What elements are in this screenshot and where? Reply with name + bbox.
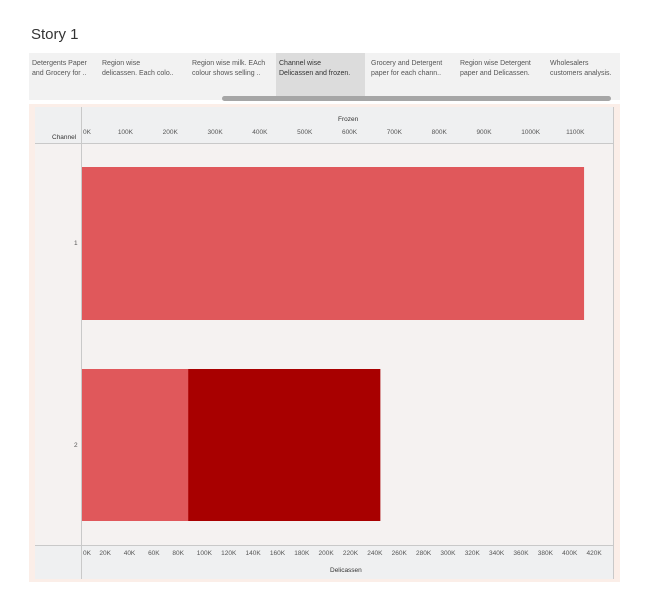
top-axis-tick-label: 1100K — [566, 129, 585, 136]
bottom-axis-tick-label: 400K — [562, 550, 578, 557]
bottom-axis-tick-label: 420K — [586, 550, 602, 557]
story-point-caption-line: Wholesalers — [550, 60, 589, 67]
top-axis-tick-label: 1000K — [521, 129, 541, 136]
bottom-axis-tick-label: 340K — [489, 550, 505, 557]
bar-frozen-channel-2[interactable] — [82, 369, 189, 521]
top-axis-tick-label: 0K — [83, 129, 91, 136]
story-point-5[interactable]: Grocery and Detergent paper for each cha… — [368, 53, 456, 96]
bottom-axis-tick-label: 80K — [172, 550, 184, 557]
bottom-axis-tick-label: 260K — [391, 550, 407, 557]
top-axis-band — [35, 107, 614, 144]
navigator-scrollbar-thumb[interactable] — [222, 96, 611, 101]
bottom-axis-tick-label: 100K — [196, 550, 212, 557]
story-point-caption-line: Region wise — [102, 60, 141, 67]
bottom-axis-tick-label: 320K — [464, 550, 480, 557]
story-point-caption-line: Grocery and Detergent — [371, 60, 443, 67]
top-axis-tick-label: 800K — [431, 129, 447, 136]
bottom-axis-tick-label: 240K — [367, 550, 383, 557]
bottom-axis-tick-label: 380K — [537, 550, 553, 557]
row-label-channel-2: 2 — [74, 442, 78, 449]
story-point-caption-line: and Grocery for .. — [32, 70, 87, 77]
story-navigator: Detergents Paper and Grocery for .. Regi… — [29, 53, 620, 96]
top-axis-divider — [35, 143, 614, 144]
top-axis-tick-label: 900K — [476, 129, 492, 136]
story-point-7[interactable]: Wholesalers customers analysis. — [547, 53, 620, 96]
bottom-axis-tick-label: 160K — [269, 550, 286, 557]
top-axis-tick-label: 100K — [117, 129, 133, 136]
story-point-caption-line: customers analysis. — [550, 70, 612, 77]
story-point-6[interactable]: Region wise Detergent paper and Delicass… — [457, 53, 547, 96]
bottom-axis-tick-label: 300K — [440, 550, 456, 557]
story-point-caption-line: Detergents Paper — [32, 60, 87, 67]
bottom-axis-title: Delicassen — [330, 567, 362, 574]
row-header-title: Channel — [52, 134, 77, 141]
bottom-axis-tick-label: 120K — [221, 550, 237, 557]
top-axis-tick-label: 200K — [162, 129, 178, 136]
top-axis-title: Frozen — [338, 116, 359, 123]
bottom-axis-tick-label: 140K — [245, 550, 261, 557]
story-point-2[interactable]: Region wise delicassen. Each colo.. — [99, 53, 189, 96]
bottom-axis-divider — [35, 545, 614, 546]
bottom-axis-tick-label: 40K — [123, 550, 136, 557]
story-point-caption-line: Delicassen and frozen. — [279, 70, 351, 77]
row-header-divider — [81, 107, 82, 579]
bottom-axis-tick-label: 200K — [318, 550, 334, 557]
bottom-axis-tick-label: 360K — [513, 550, 529, 557]
bottom-axis-tick-label: 60K — [148, 550, 160, 557]
top-axis-tick-label: 700K — [386, 129, 402, 136]
bottom-axis-tick-label: 0K — [83, 550, 91, 557]
top-axis-tick-label: 400K — [252, 129, 268, 136]
story-point-caption-line: delicassen. Each colo.. — [102, 70, 174, 77]
story-point-caption-line: Channel wise — [279, 60, 322, 67]
bottom-axis-tick-label: 220K — [342, 550, 359, 557]
story-point-3[interactable]: Region wise milk. EAch colour shows sell… — [189, 53, 276, 96]
story-title: Story 1 — [31, 26, 79, 43]
top-axis-tick-label: 300K — [207, 129, 223, 136]
bottom-axis-band — [35, 546, 614, 579]
top-axis-tick-label: 600K — [341, 129, 358, 136]
bottom-axis-tick-label: 280K — [415, 550, 432, 557]
bottom-axis-tick-label: 180K — [294, 550, 310, 557]
bottom-axis-tick-label: 20K — [99, 550, 111, 557]
top-axis-tick-label: 500K — [297, 129, 313, 136]
story-point-caption-line: paper and Delicassen. — [460, 70, 530, 77]
bar-frozen-channel-1[interactable] — [82, 167, 585, 320]
story-point-4[interactable]: Channel wise Delicassen and frozen. — [276, 53, 365, 96]
story-point-1[interactable]: Detergents Paper and Grocery for .. — [29, 53, 102, 96]
story-point-caption-line: Region wise Detergent — [460, 60, 531, 67]
story-point-caption-line: paper for each chann.. — [371, 70, 442, 77]
row-label-channel-1: 1 — [74, 240, 78, 247]
story-point-caption-line: Region wise milk. EAch — [192, 60, 266, 67]
story-point-caption-line: colour shows selling .. — [192, 70, 261, 77]
pane-right-border — [613, 107, 614, 579]
